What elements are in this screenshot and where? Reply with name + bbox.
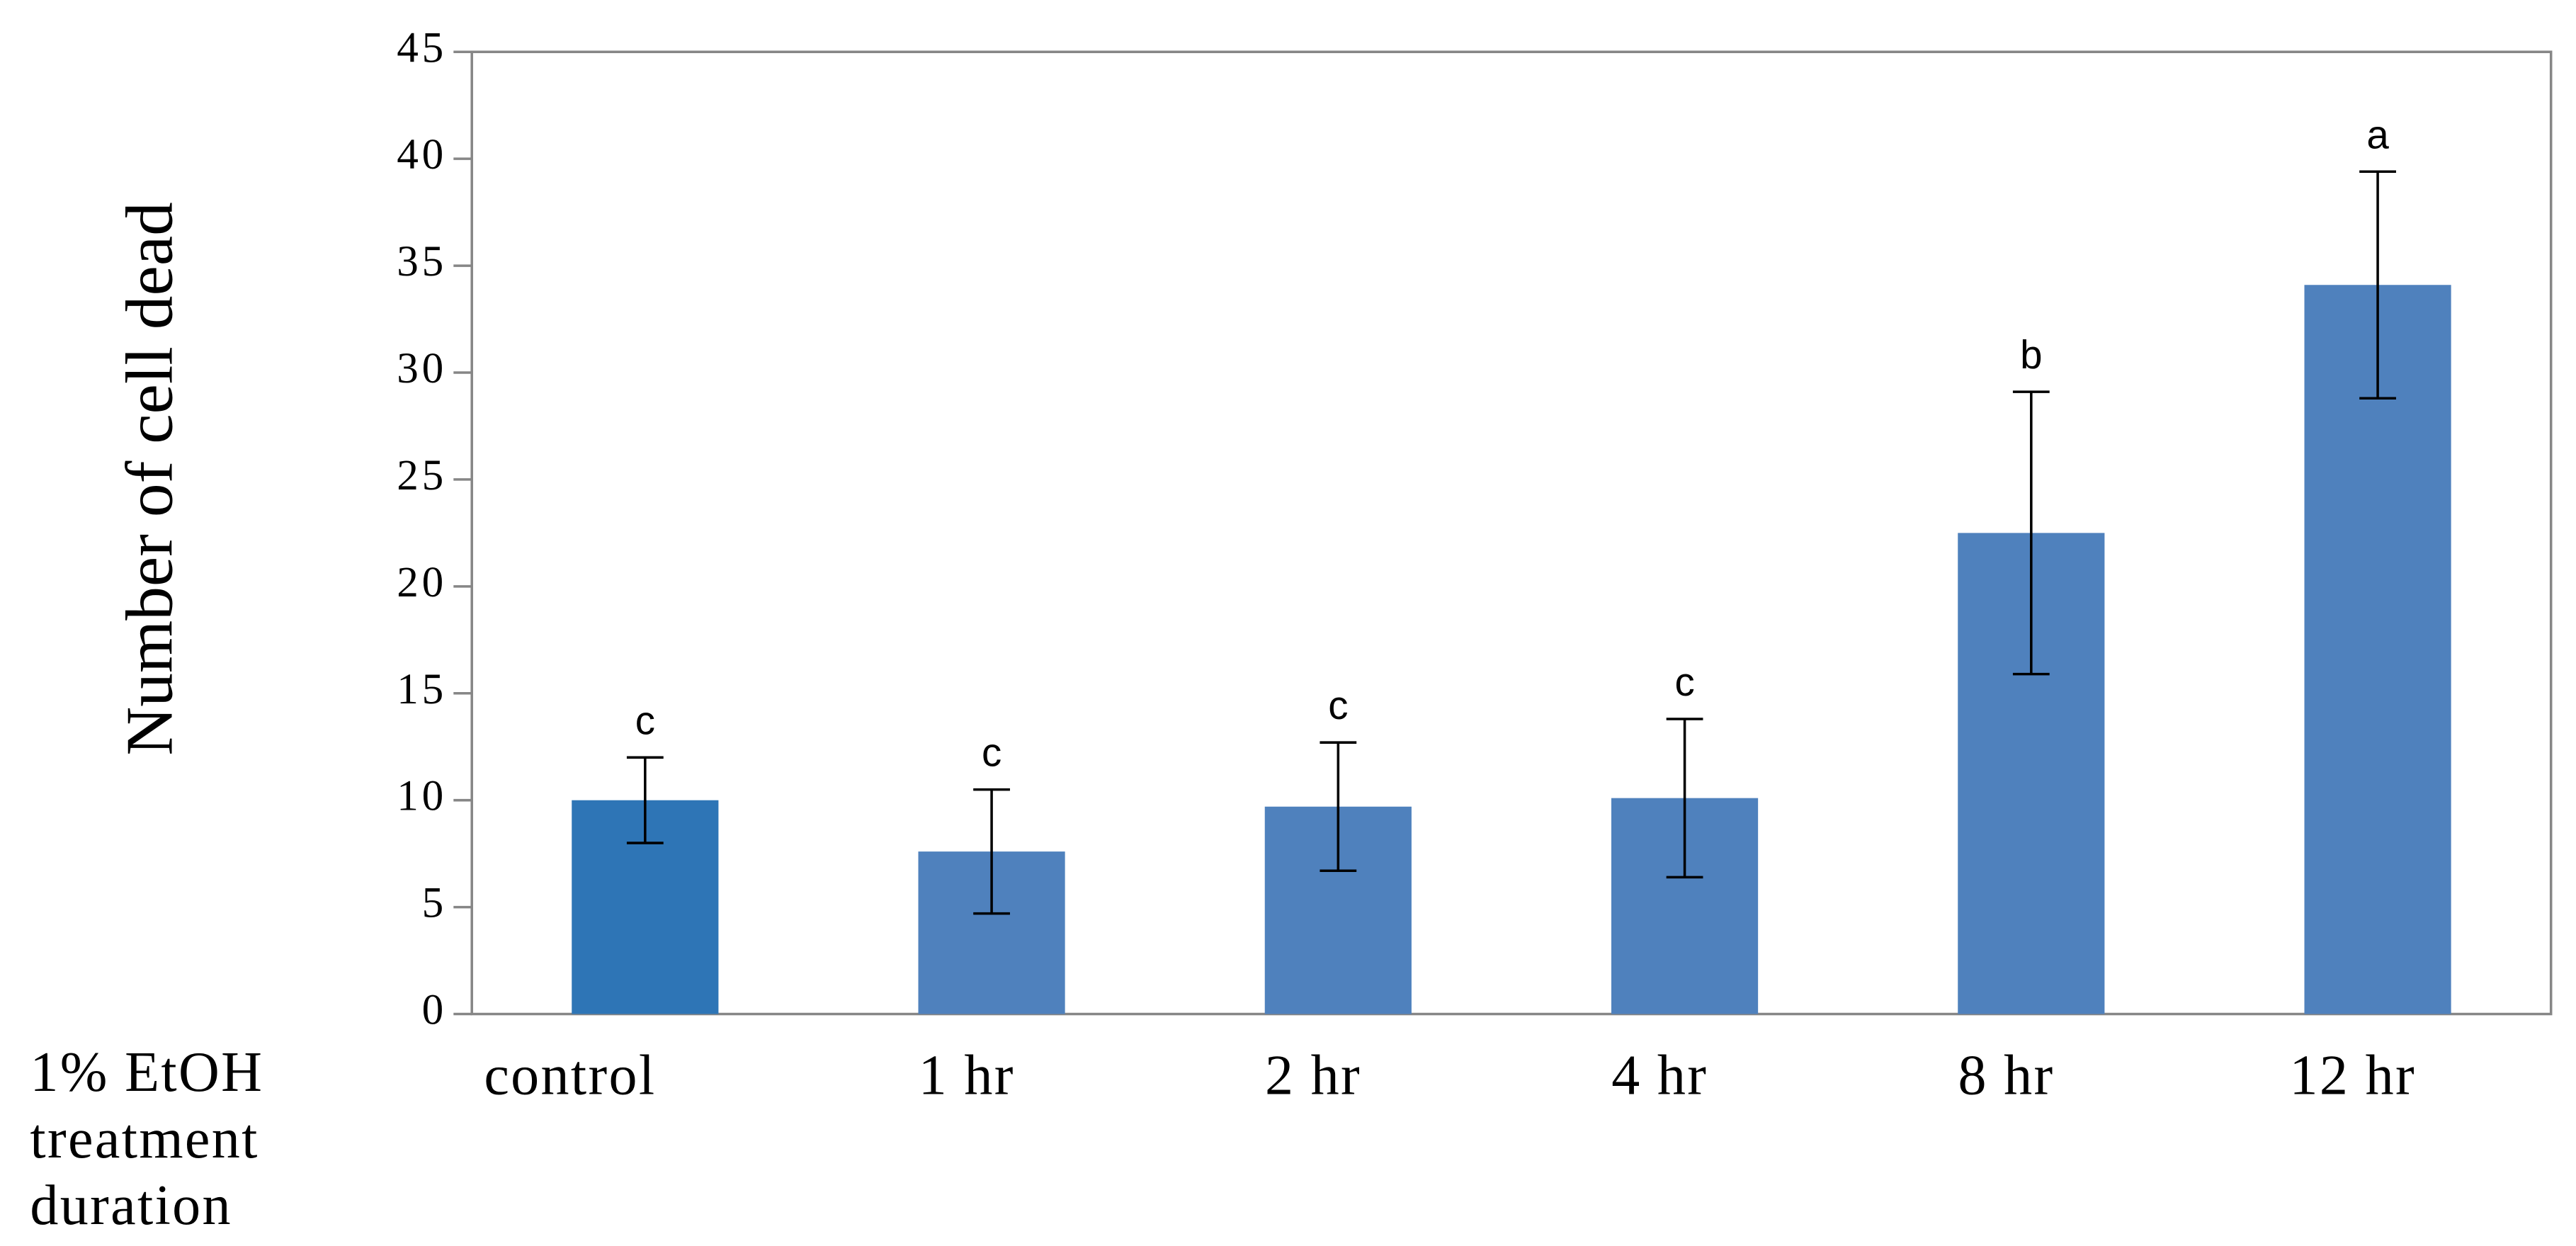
y-axis-label: Number of cell dead xyxy=(113,202,186,756)
y-tick-label: 0 xyxy=(422,986,447,1034)
x-tick-label: 12 hr xyxy=(2290,1045,2416,1107)
bar xyxy=(2304,285,2451,1014)
y-tick-label: 15 xyxy=(397,665,447,713)
significance-letter: c xyxy=(1328,683,1348,727)
y-tick-label: 30 xyxy=(397,344,447,392)
plot-frame xyxy=(470,50,2553,1016)
x-tick-label: control xyxy=(484,1045,656,1107)
x-axis-label-box: 1% EtOH treatment duration xyxy=(30,1042,264,1237)
y-tick-label: 10 xyxy=(397,772,447,820)
x-axis-label: 1% EtOH treatment duration xyxy=(30,1042,264,1237)
error-bar xyxy=(1320,741,1357,873)
error-bar xyxy=(2012,390,2050,676)
significance-letter: c xyxy=(982,730,1002,775)
significance-letter: c xyxy=(1674,659,1694,704)
x-tick-label: 1 hr xyxy=(919,1045,1015,1107)
error-bar xyxy=(1666,718,1703,879)
error-bar xyxy=(973,788,1010,915)
significance-letter: b xyxy=(2020,332,2042,377)
y-tick-label: 35 xyxy=(397,237,447,285)
y-tick-label: 20 xyxy=(397,558,447,606)
error-bar xyxy=(626,756,664,844)
error-bar xyxy=(2359,170,2396,400)
significance-letter: c xyxy=(635,698,655,742)
y-tick-label: 25 xyxy=(397,451,447,499)
x-tick-label: 2 hr xyxy=(1265,1045,1361,1107)
y-tick-label: 45 xyxy=(397,23,447,72)
y-tick-label: 40 xyxy=(397,130,447,179)
y-tick-label: 5 xyxy=(422,879,447,927)
significance-letter: a xyxy=(2366,112,2389,157)
x-tick-label: 4 hr xyxy=(1611,1045,1708,1107)
x-tick-label: 8 hr xyxy=(1958,1045,2054,1107)
